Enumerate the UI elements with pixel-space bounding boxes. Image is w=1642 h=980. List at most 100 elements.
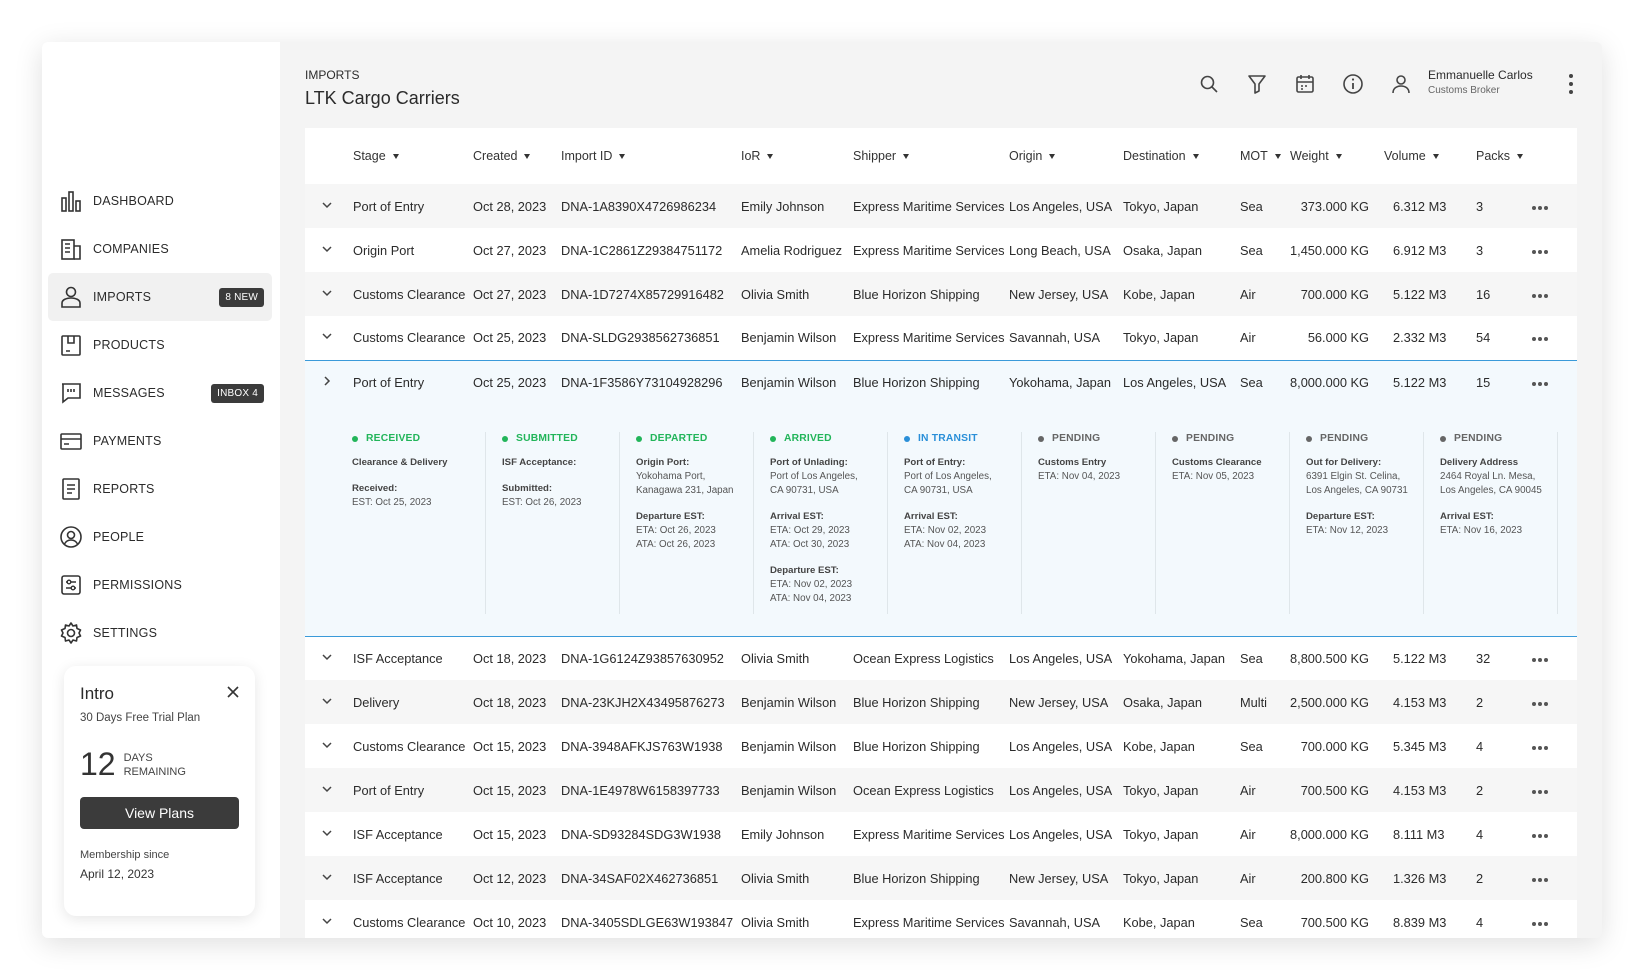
column-header[interactable]: MOT — [1239, 128, 1289, 184]
expand-icon[interactable] — [321, 243, 333, 255]
chevron-cell — [305, 856, 352, 900]
row-menu[interactable] — [1531, 293, 1549, 299]
expand-icon[interactable] — [321, 871, 333, 883]
row-menu[interactable] — [1531, 701, 1549, 707]
imports-table: Stage Created Import ID IoR Shipper Origin Des… — [305, 128, 1577, 938]
status-dot — [904, 436, 910, 442]
block-label: Out for Delivery: — [1306, 457, 1382, 468]
cell: Customs Clearance — [353, 738, 466, 754]
column-header[interactable]: Packs — [1475, 128, 1530, 184]
table-row[interactable]: Customs Clearance Oct 27, 2023 DNA-1D7274X… — [305, 272, 1577, 316]
collapse-icon[interactable] — [321, 375, 333, 387]
nav-icon — [61, 335, 81, 356]
table-row[interactable]: Port of Entry Oct 15, 2023 DNA-1E4978W6158… — [305, 768, 1577, 812]
nav-item[interactable]: MESSAGES INBOX 4 — [48, 369, 272, 417]
chevron-cell — [305, 768, 352, 812]
user-icon[interactable] — [1389, 72, 1413, 96]
nav-item[interactable]: PEOPLE — [48, 513, 272, 561]
sort-icon — [1274, 154, 1281, 160]
expand-icon[interactable] — [321, 330, 333, 342]
close-button[interactable] — [227, 686, 239, 698]
table-row[interactable]: Delivery Oct 18, 2023 DNA-23KJH2X434958762… — [305, 680, 1577, 724]
expand-icon[interactable] — [321, 695, 333, 707]
chevron-cell — [305, 900, 352, 938]
nav-item[interactable]: SETTINGS — [48, 609, 272, 657]
row-menu[interactable] — [1531, 833, 1549, 839]
cell: Tokyo, Japan — [1122, 768, 1239, 812]
column-header[interactable]: Stage — [352, 128, 472, 184]
row-menu[interactable] — [1531, 381, 1549, 387]
table-row[interactable]: Customs Clearance Oct 25, 2023 DNA-SLDG293… — [305, 316, 1577, 360]
view-plans-button[interactable]: View Plans — [80, 797, 239, 829]
cell: Benjamin Wilson — [740, 359, 852, 404]
row-menu[interactable] — [1531, 877, 1549, 883]
expand-icon[interactable] — [321, 739, 333, 751]
block-line: Los Angeles, CA 90731 — [1306, 485, 1408, 496]
menu-cell — [1530, 184, 1577, 228]
info-icon[interactable] — [1341, 72, 1365, 96]
status-dot — [352, 436, 358, 442]
block-line: ETA: Nov 02, 2023 — [770, 579, 853, 590]
expand-icon[interactable] — [321, 199, 333, 211]
status-dot — [1440, 436, 1446, 442]
chevron-cell — [305, 680, 352, 724]
cell: Los Angeles, USA — [1008, 768, 1122, 812]
block-line: Los Angeles, CA 90045 — [1440, 485, 1542, 496]
table-row[interactable]: Customs Clearance Oct 15, 2023 DNA-3948AFK… — [305, 724, 1577, 768]
table-row[interactable]: Port of Entry Oct 28, 2023 DNA-1A8390X4726… — [305, 184, 1577, 228]
step-status: PENDING — [1172, 432, 1289, 446]
row-menu[interactable] — [1531, 205, 1549, 211]
table-row[interactable]: ISF Acceptance Oct 12, 2023 DNA-34SAF02X46… — [305, 856, 1577, 900]
nav-item[interactable]: DASHBOARD — [48, 177, 272, 225]
expand-icon[interactable] — [321, 915, 333, 927]
column-header[interactable]: Volume — [1383, 128, 1475, 184]
nav-item[interactable]: PERMISSIONS — [48, 561, 272, 609]
nav-item[interactable]: REPORTS — [48, 465, 272, 513]
timeline-step: PENDING Customs Clearance ETA: Nov 05, 202… — [1156, 432, 1290, 614]
cell: Los Angeles, USA — [1009, 650, 1113, 666]
nav-item[interactable]: PAYMENTS — [48, 417, 272, 465]
block-label: Arrival EST: — [904, 511, 958, 522]
calendar-icon[interactable] — [1293, 72, 1317, 96]
row-menu[interactable] — [1531, 921, 1549, 927]
nav-item[interactable]: COMPANIES — [48, 225, 272, 273]
column-header[interactable]: IoR — [740, 128, 852, 184]
column-header[interactable]: Origin — [1008, 128, 1122, 184]
table-row[interactable]: ISF Acceptance Oct 18, 2023 DNA-1G6124Z938… — [305, 636, 1577, 680]
row-menu[interactable] — [1531, 657, 1549, 663]
column-header[interactable]: Weight — [1289, 128, 1383, 184]
chevron-cell — [305, 359, 352, 404]
step-block: Origin Port: Yokohama Port, Kanagawa 231, … — [636, 456, 753, 498]
block-line: ATA: Nov 04, 2023 — [904, 539, 986, 550]
block-label: Customs Clearance — [1172, 457, 1262, 468]
cell: Port of Entry — [352, 359, 472, 404]
column-header[interactable]: Destination — [1122, 128, 1239, 184]
cell: DNA-1G6124Z93857630952 — [561, 650, 724, 666]
nav-item[interactable]: PRODUCTS — [48, 321, 272, 369]
step-block: Out for Delivery: 6391 Elgin St. Celina, L… — [1306, 456, 1423, 498]
filter-icon[interactable] — [1245, 72, 1269, 96]
table-row[interactable]: Customs Clearance Oct 10, 2023 DNA-3405SDL… — [305, 900, 1577, 938]
expand-icon[interactable] — [321, 783, 333, 795]
table-row[interactable]: ISF Acceptance Oct 15, 2023 DNA-SD93284SDG… — [305, 812, 1577, 856]
search-icon[interactable] — [1197, 72, 1221, 96]
expand-icon[interactable] — [321, 287, 333, 299]
table-row[interactable]: Origin Port Oct 27, 2023 DNA-1C2861Z293847… — [305, 228, 1577, 272]
row-menu[interactable] — [1531, 745, 1549, 751]
timeline-step: SUBMITTED ISF Acceptance: Submitted: EST: O… — [486, 432, 620, 614]
column-header[interactable]: Import ID — [560, 128, 740, 184]
column-label: Packs — [1476, 149, 1511, 163]
table-row[interactable]: Port of Entry Oct 25, 2023 DNA-1F3586Y7310… — [305, 359, 1577, 404]
cell: Olivia Smith — [741, 650, 810, 666]
menu-button[interactable] — [1566, 72, 1576, 96]
row-menu[interactable] — [1531, 249, 1549, 255]
expand-icon[interactable] — [321, 827, 333, 839]
main: IMPORTS LTK Cargo Carriers Emmanuelle Ca… — [280, 42, 1602, 938]
nav-item[interactable]: IMPORTS 8 NEW — [48, 273, 272, 321]
column-header[interactable]: Shipper — [852, 128, 1008, 184]
block-label: Departure EST: — [770, 565, 839, 576]
row-menu[interactable] — [1531, 336, 1549, 342]
expand-icon[interactable] — [321, 651, 333, 663]
row-menu[interactable] — [1531, 789, 1549, 795]
column-header[interactable]: Created — [472, 128, 560, 184]
